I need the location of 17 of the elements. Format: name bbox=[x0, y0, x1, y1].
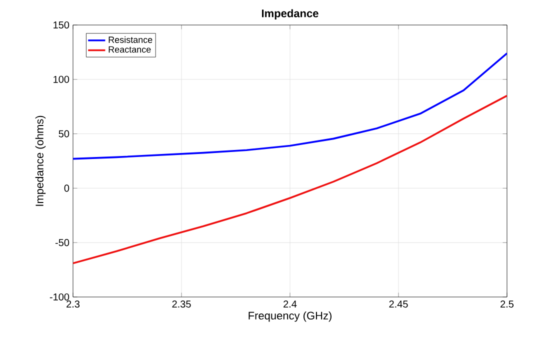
y-tick-label: 50 bbox=[58, 130, 70, 138]
x-tick-label: 2.3 bbox=[66, 300, 80, 308]
y-tick-label: 0 bbox=[64, 184, 70, 192]
line-series bbox=[73, 94, 507, 264]
y-tick-label: -100 bbox=[50, 293, 70, 301]
y-tick-label: -50 bbox=[55, 239, 70, 246]
x-tick-label: 2.45 bbox=[389, 300, 408, 308]
y-tick-label: 150 bbox=[54, 21, 70, 29]
legend-label: Reactance bbox=[108, 46, 151, 53]
legend-label: Resistance bbox=[108, 36, 152, 43]
y-axis-title: Impedance (ohms) bbox=[35, 116, 46, 206]
x-tick-label: 2.5 bbox=[500, 300, 514, 308]
chart-title: Impedance bbox=[262, 9, 318, 20]
x-axis-title: Frequency (GHz) bbox=[248, 311, 332, 322]
x-tick-label: 2.4 bbox=[284, 300, 297, 308]
y-tick-label: 100 bbox=[54, 76, 70, 83]
x-tick-label: 2.35 bbox=[172, 300, 191, 308]
